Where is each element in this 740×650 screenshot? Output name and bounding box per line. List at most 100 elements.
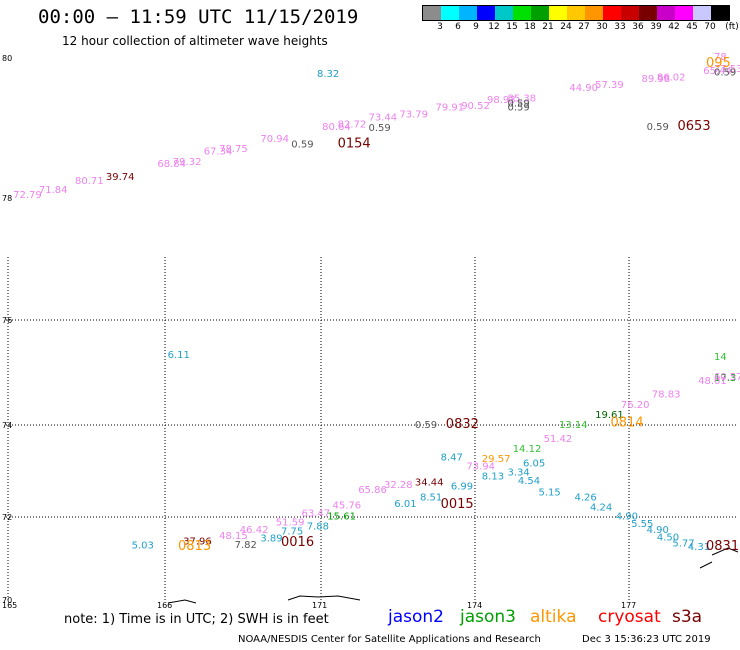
time-marker: 0016 — [281, 535, 314, 550]
legend-swatch — [549, 6, 567, 20]
legend-unit: (ft) — [725, 22, 739, 32]
legend-tick: 12 — [488, 22, 500, 32]
time-marker: 0015 — [441, 497, 474, 512]
page-title: 00:00 – 11:59 UTC 11/15/2019 — [38, 6, 359, 28]
longitude-label: 166 — [157, 601, 172, 610]
wave-height-value: 6.11 — [168, 350, 190, 361]
wave-height-value: 7.82 — [235, 540, 257, 551]
wave-height-value: 80.64 — [322, 122, 351, 133]
wave-height-value: 67.34 — [204, 147, 233, 158]
legend-tick: 42 — [668, 22, 680, 32]
legend-tick: 9 — [473, 22, 479, 32]
longitude-label: 177 — [621, 601, 636, 610]
wave-height-value: 73.79 — [399, 110, 428, 121]
legend-swatch — [585, 6, 603, 20]
wave-height-value: 7.88 — [307, 522, 329, 533]
wave-height-value: 17.3 — [714, 373, 736, 384]
wave-height-value: 15.61 — [327, 512, 356, 523]
wave-height-value: 76.20 — [621, 400, 650, 411]
wave-height-value: 5.15 — [539, 488, 561, 499]
legend-swatch — [513, 6, 531, 20]
graticule — [6, 257, 738, 600]
latitude-label: 74 — [2, 421, 12, 430]
longitude-label: 171 — [312, 601, 327, 610]
wave-height-value: 4.24 — [590, 503, 612, 514]
wave-height-value: 8.13 — [482, 472, 504, 483]
legend-tick: 70 — [704, 22, 716, 32]
latitude-label: 72 — [2, 513, 12, 522]
wave-height-value: 4.31 — [688, 542, 710, 553]
longitude-label: 174 — [467, 601, 482, 610]
latitude-label: 76 — [2, 316, 12, 325]
wave-height-value: 70.94 — [260, 134, 289, 145]
satellite-label-jason3: jason3 — [460, 607, 516, 627]
time-marker: 095 — [706, 56, 731, 71]
longitude-label: 165 — [2, 601, 17, 610]
wave-height-value: 0.59 — [415, 420, 437, 431]
legend-swatch — [531, 6, 549, 20]
coastline — [167, 547, 739, 604]
wave-height-value: 78.75 — [219, 144, 248, 155]
legend-tick: 33 — [614, 22, 626, 32]
time-marker: 0154 — [338, 137, 371, 152]
legend-swatch — [495, 6, 513, 20]
satellite-label-jason2: jason2 — [388, 607, 444, 627]
legend-tick: 3 — [437, 22, 443, 32]
color-scale-legend — [422, 5, 730, 21]
legend-tick: 18 — [524, 22, 536, 32]
coastline-segment — [167, 599, 197, 604]
latitude-label: 80 — [2, 54, 12, 63]
note-text: note: 1) Time is in UTC; 2) SWH is in fe… — [64, 612, 329, 627]
wave-height-value: 48.15 — [219, 531, 248, 542]
wave-height-value: 68.84 — [157, 159, 186, 170]
wave-height-value: 77.53 — [714, 64, 740, 75]
coastline-segment — [699, 561, 713, 569]
legend-tick: 21 — [542, 22, 554, 32]
legend-swatch — [459, 6, 477, 20]
wave-height-value: 44.90 — [569, 83, 598, 94]
wave-height-value: 3.34 — [508, 468, 530, 479]
wave-height-value: 4.26 — [575, 493, 597, 504]
wave-height-value: 89.98 — [642, 74, 671, 85]
wave-height-value: 57.39 — [595, 80, 624, 91]
legend-swatch — [639, 6, 657, 20]
wave-height-value: 60.57 — [714, 372, 740, 383]
legend-swatch — [693, 6, 711, 20]
wave-height-value: 73.94 — [466, 462, 495, 473]
wave-height-value: 6.05 — [523, 459, 545, 470]
wave-height-value: 8.32 — [317, 69, 339, 80]
legend-tick: 36 — [632, 22, 644, 32]
legend-tick: 30 — [596, 22, 608, 32]
wave-height-value: 19.61 — [595, 410, 624, 421]
wave-height-value: 0.59 — [508, 103, 530, 114]
wave-height-value: 98.93 — [487, 95, 516, 106]
wave-height-value: 5.03 — [132, 541, 154, 552]
wave-height-value: 46.42 — [240, 525, 269, 536]
generation-timestamp: Dec 3 15:36:23 UTC 2019 — [582, 634, 711, 645]
wave-height-value: 78 — [714, 52, 727, 63]
wave-height-value: 80.71 — [75, 176, 104, 187]
wave-height-value: 4.90 — [647, 525, 669, 536]
wave-height-value: 73.44 — [369, 112, 398, 123]
wave-height-value: 0.59 — [369, 123, 391, 134]
wave-height-value: 0.59 — [714, 68, 736, 79]
wave-height-value: 45.76 — [333, 501, 362, 512]
legend-tick: 24 — [560, 22, 572, 32]
wave-height-value: 4.50 — [657, 533, 679, 544]
legend-tick: 15 — [506, 22, 518, 32]
wave-height-value: 85.38 — [508, 93, 537, 104]
time-marker: 0831 — [706, 539, 739, 554]
legend-swatch — [621, 6, 639, 20]
wave-height-value: 0.59 — [647, 122, 669, 133]
wave-height-value: 6.99 — [451, 482, 473, 493]
legend-swatch — [675, 6, 693, 20]
wave-height-value: 79.91 — [436, 103, 465, 114]
wave-height-value: 82.72 — [338, 119, 367, 130]
credit-text: NOAA/NESDIS Center for Satellite Applica… — [238, 634, 541, 645]
wave-height-value: 51.42 — [544, 434, 573, 445]
legend-swatch — [657, 6, 675, 20]
legend-swatch — [423, 6, 441, 20]
wave-height-value: 14.12 — [513, 444, 542, 455]
